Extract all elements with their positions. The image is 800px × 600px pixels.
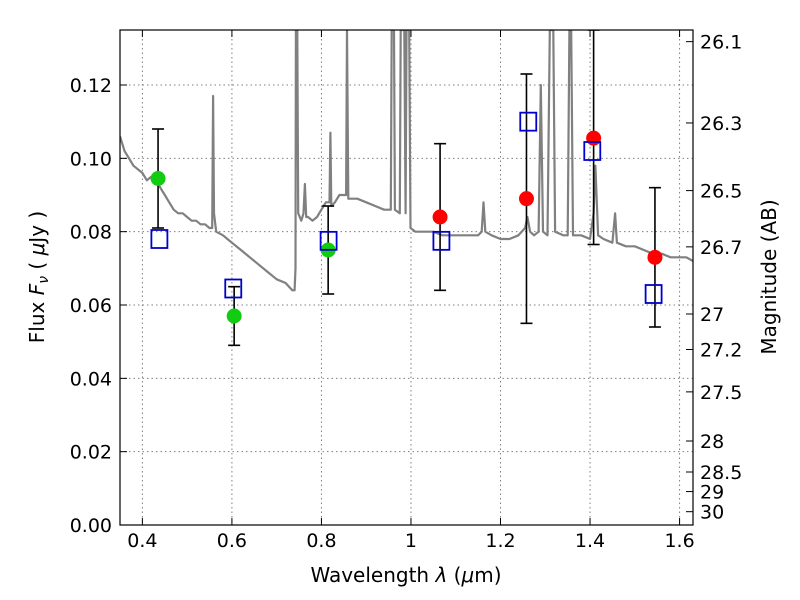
model-square — [519, 111, 538, 132]
y2-axis-label: Magnitude (AB) — [757, 199, 781, 354]
x-tick-label: 1 — [405, 530, 417, 552]
y2-tick-label: 28 — [700, 431, 724, 453]
y2-tick-label: 29 — [700, 482, 724, 504]
y2-tick-label: 30 — [700, 502, 724, 524]
y-tick-label: 0.02 — [70, 442, 112, 464]
model-square — [432, 230, 451, 251]
model-square — [644, 284, 663, 304]
y-axis-label: Flux Fν ( μJy ) — [25, 211, 52, 343]
x-tick-label: 1.4 — [575, 530, 605, 552]
model-square — [224, 278, 243, 299]
model-square — [150, 229, 169, 249]
y2-tick-label: 26.1 — [700, 32, 742, 54]
y-tick-label: 0.04 — [70, 368, 112, 390]
x-axis-label: Wavelength λ (μm) — [310, 563, 501, 587]
x-tick-label: 0.4 — [127, 530, 157, 552]
plot-frame — [119, 29, 694, 526]
green-data-point — [226, 308, 242, 324]
y2-tick-label: 26.7 — [700, 237, 742, 259]
y2-tick-label: 27.5 — [700, 382, 742, 404]
red-data-point — [647, 249, 663, 265]
y-tick-label: 0.08 — [70, 222, 112, 244]
x-tick-label: 1.2 — [485, 530, 515, 552]
x-tick-label: 0.8 — [306, 530, 336, 552]
spectrum-layer — [120, 30, 693, 292]
marker-layer — [150, 111, 663, 324]
y-tick-label: 0.06 — [70, 295, 112, 317]
y-tick-label: 0.12 — [70, 75, 112, 97]
y-tick-label: 0.00 — [70, 515, 112, 537]
x-tick-label: 1.6 — [664, 530, 694, 552]
y2-tick-label: 26.3 — [700, 113, 742, 135]
red-data-point — [518, 191, 534, 207]
green-data-point — [150, 171, 166, 186]
y2-tick-label: 26.5 — [700, 181, 742, 203]
y-tick-label: 0.10 — [70, 148, 112, 170]
y2-tick-label: 27.2 — [700, 340, 742, 362]
x-tick-label: 0.6 — [217, 530, 247, 552]
red-data-point — [432, 209, 448, 225]
axis-ticks — [120, 30, 693, 526]
model-square — [583, 141, 602, 161]
model-square — [319, 230, 338, 251]
spectrum-line — [120, 30, 693, 292]
y2-tick-label: 27 — [700, 304, 724, 326]
axis-tick-labels: 0.4 0.6 0.8 1 1.2 1.4 1.6 0.00 0.02 0.04 0.06 0.08 0… — [70, 32, 743, 552]
red-data-point — [586, 130, 602, 146]
y2-tick-label: 28.5 — [700, 462, 742, 484]
